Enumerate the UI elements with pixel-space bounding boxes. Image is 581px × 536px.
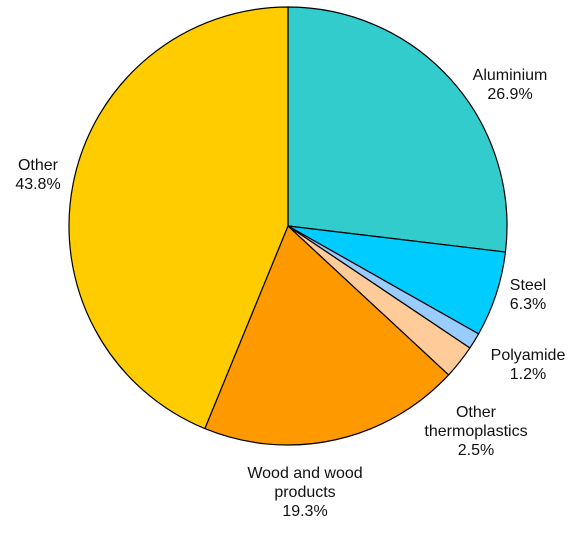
slice-label-1: Steel 6.3% xyxy=(510,277,546,313)
slice-category-text: Aluminium xyxy=(473,67,548,84)
slice-value-text: 43.8% xyxy=(15,176,60,193)
pie-slice-5 xyxy=(68,6,289,430)
slice-label-3: Other thermoplastics 2.5% xyxy=(424,404,527,459)
slice-category-text: Steel xyxy=(510,277,546,294)
slice-label-4: Wood and wood products 19.3% xyxy=(247,465,362,520)
slice-value-text: 19.3% xyxy=(282,503,327,520)
slice-value-text: 26.9% xyxy=(487,86,532,103)
slice-label-0: Aluminium 26.9% xyxy=(473,67,548,103)
slice-label-5: Other 43.8% xyxy=(15,157,60,193)
slice-value-text: 1.2% xyxy=(510,366,546,383)
slice-category-text: Other xyxy=(18,157,59,174)
slice-value-text: 2.5% xyxy=(458,442,494,459)
slice-label-2: Polyamide 1.2% xyxy=(491,347,566,383)
slice-category-text: Polyamide xyxy=(491,347,566,364)
slice-category-text: thermoplastics xyxy=(424,423,527,440)
pie-slices xyxy=(68,6,508,446)
pie-labels: Aluminium 26.9% Steel 6.3% Polyamide 1.2% Othe… xyxy=(15,67,565,520)
slice-category-text: Wood and wood xyxy=(247,465,362,482)
pie-slice-0 xyxy=(287,6,508,253)
slice-category-text: Other xyxy=(456,404,497,421)
slice-value-text: 6.3% xyxy=(510,296,546,313)
slice-category-text: products xyxy=(274,484,335,501)
